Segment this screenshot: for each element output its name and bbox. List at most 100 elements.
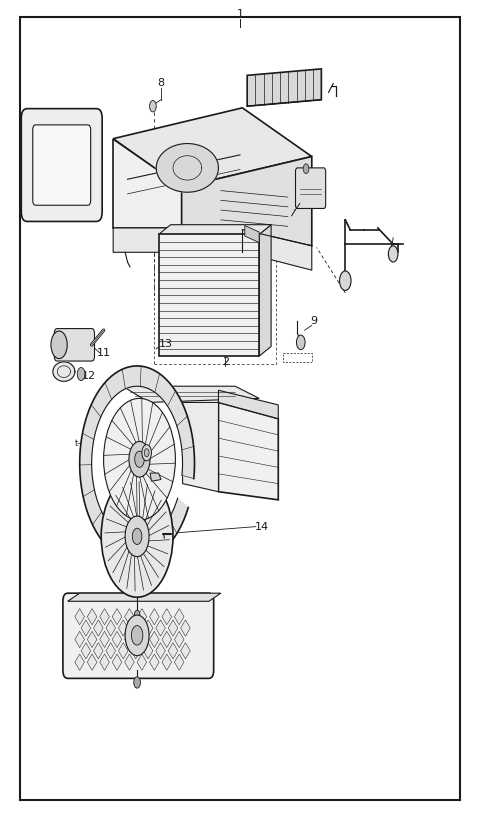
FancyBboxPatch shape <box>63 593 214 678</box>
Polygon shape <box>144 620 153 637</box>
Text: 13: 13 <box>159 339 173 349</box>
Polygon shape <box>162 609 171 625</box>
Polygon shape <box>119 643 128 659</box>
Polygon shape <box>94 643 103 659</box>
Polygon shape <box>87 632 97 647</box>
Polygon shape <box>81 643 91 659</box>
Polygon shape <box>174 654 184 670</box>
Polygon shape <box>156 144 218 192</box>
Polygon shape <box>168 643 178 659</box>
Polygon shape <box>158 224 271 234</box>
Text: 11: 11 <box>96 348 110 358</box>
Polygon shape <box>75 609 84 625</box>
Circle shape <box>339 271 351 290</box>
Bar <box>158 234 259 356</box>
Text: 12: 12 <box>82 371 96 380</box>
Circle shape <box>134 611 140 620</box>
Polygon shape <box>174 609 184 625</box>
Circle shape <box>144 449 149 457</box>
Circle shape <box>303 164 309 173</box>
Circle shape <box>77 367 85 380</box>
Polygon shape <box>125 632 134 647</box>
Text: 5: 5 <box>159 471 166 480</box>
Text: 1: 1 <box>237 10 243 20</box>
Polygon shape <box>174 632 184 647</box>
Circle shape <box>51 331 67 359</box>
Circle shape <box>129 441 150 477</box>
Polygon shape <box>112 654 122 670</box>
Polygon shape <box>181 157 312 246</box>
Polygon shape <box>150 654 159 670</box>
Polygon shape <box>162 632 171 647</box>
Polygon shape <box>259 224 271 356</box>
Polygon shape <box>218 390 278 419</box>
Circle shape <box>388 246 398 262</box>
FancyBboxPatch shape <box>296 168 325 208</box>
FancyBboxPatch shape <box>21 109 102 221</box>
Polygon shape <box>68 593 221 602</box>
Circle shape <box>132 528 142 545</box>
Polygon shape <box>218 402 278 500</box>
Polygon shape <box>125 609 134 625</box>
Circle shape <box>297 335 305 350</box>
Polygon shape <box>113 108 312 187</box>
Polygon shape <box>112 632 122 647</box>
Polygon shape <box>137 654 147 670</box>
Polygon shape <box>119 620 128 637</box>
Polygon shape <box>156 643 165 659</box>
Polygon shape <box>162 654 171 670</box>
Circle shape <box>125 516 149 557</box>
Polygon shape <box>156 620 165 637</box>
Polygon shape <box>168 620 178 637</box>
Polygon shape <box>75 632 84 647</box>
Polygon shape <box>81 620 91 637</box>
Polygon shape <box>87 654 97 670</box>
Polygon shape <box>131 643 141 659</box>
Text: 7: 7 <box>287 77 294 87</box>
Polygon shape <box>180 620 190 637</box>
Text: 2: 2 <box>222 357 229 367</box>
Polygon shape <box>100 632 109 647</box>
Circle shape <box>104 398 175 520</box>
Polygon shape <box>137 632 147 647</box>
Text: 8: 8 <box>157 79 165 89</box>
Circle shape <box>150 101 156 112</box>
Circle shape <box>142 445 152 461</box>
Polygon shape <box>180 643 190 659</box>
Polygon shape <box>150 632 159 647</box>
Polygon shape <box>112 609 122 625</box>
Text: 15: 15 <box>135 457 149 467</box>
Text: 10: 10 <box>77 633 92 643</box>
Circle shape <box>125 615 149 655</box>
Text: 4: 4 <box>133 505 141 515</box>
Polygon shape <box>137 609 147 625</box>
Polygon shape <box>53 362 75 381</box>
Polygon shape <box>80 366 194 561</box>
Text: 14: 14 <box>254 522 269 532</box>
Polygon shape <box>150 473 161 481</box>
Text: t—: t— <box>75 438 86 447</box>
Text: 9: 9 <box>311 316 318 326</box>
Polygon shape <box>144 643 153 659</box>
Polygon shape <box>113 228 312 270</box>
Polygon shape <box>113 139 181 228</box>
Polygon shape <box>182 402 218 492</box>
Polygon shape <box>247 69 322 107</box>
Circle shape <box>135 451 144 467</box>
Polygon shape <box>106 620 116 637</box>
Polygon shape <box>75 654 84 670</box>
Polygon shape <box>100 609 109 625</box>
Polygon shape <box>106 643 116 659</box>
Circle shape <box>101 476 173 598</box>
Polygon shape <box>245 225 259 242</box>
Polygon shape <box>131 620 141 637</box>
Polygon shape <box>94 620 103 637</box>
Polygon shape <box>87 609 97 625</box>
Text: 3: 3 <box>313 178 320 189</box>
Text: 6: 6 <box>390 243 396 253</box>
FancyBboxPatch shape <box>54 328 95 361</box>
Polygon shape <box>100 654 109 670</box>
Circle shape <box>132 626 143 645</box>
Polygon shape <box>123 386 259 402</box>
Circle shape <box>134 676 141 688</box>
